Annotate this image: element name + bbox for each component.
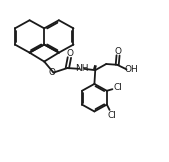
Text: O: O	[66, 49, 73, 58]
Text: O: O	[49, 68, 56, 77]
Text: Cl: Cl	[114, 83, 123, 92]
Text: NH: NH	[75, 64, 89, 73]
Text: Cl: Cl	[107, 111, 116, 120]
Text: OH: OH	[124, 65, 138, 74]
Text: O: O	[115, 47, 122, 56]
